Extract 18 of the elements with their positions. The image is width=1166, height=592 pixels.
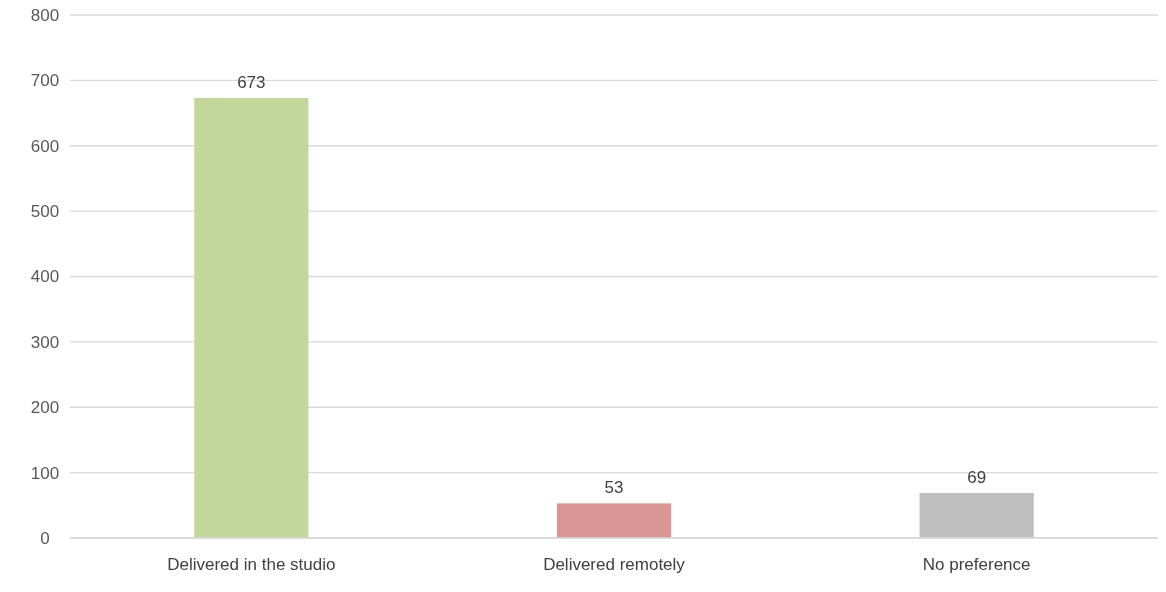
- y-tick-label: 400: [30, 267, 60, 287]
- data-label: 69: [967, 467, 987, 487]
- y-tick-label: 800: [30, 5, 60, 25]
- y-tick-label: 0: [40, 528, 50, 548]
- y-tick-label: 500: [30, 202, 60, 222]
- x-tick-label: Delivered in the studio: [167, 555, 336, 574]
- y-tick-label: 200: [30, 398, 60, 418]
- bar: [194, 98, 309, 538]
- x-tick-label: No preference: [922, 555, 1031, 574]
- bar: [556, 503, 672, 538]
- bar: [919, 492, 1034, 538]
- data-label: 673: [237, 73, 266, 93]
- y-tick-label: 300: [30, 332, 60, 352]
- x-tick-label: Delivered remotely: [543, 555, 686, 574]
- y-tick-label: 600: [30, 136, 60, 156]
- data-label: 53: [604, 478, 624, 498]
- y-tick-label: 100: [30, 463, 60, 483]
- y-tick-label: 700: [30, 71, 60, 91]
